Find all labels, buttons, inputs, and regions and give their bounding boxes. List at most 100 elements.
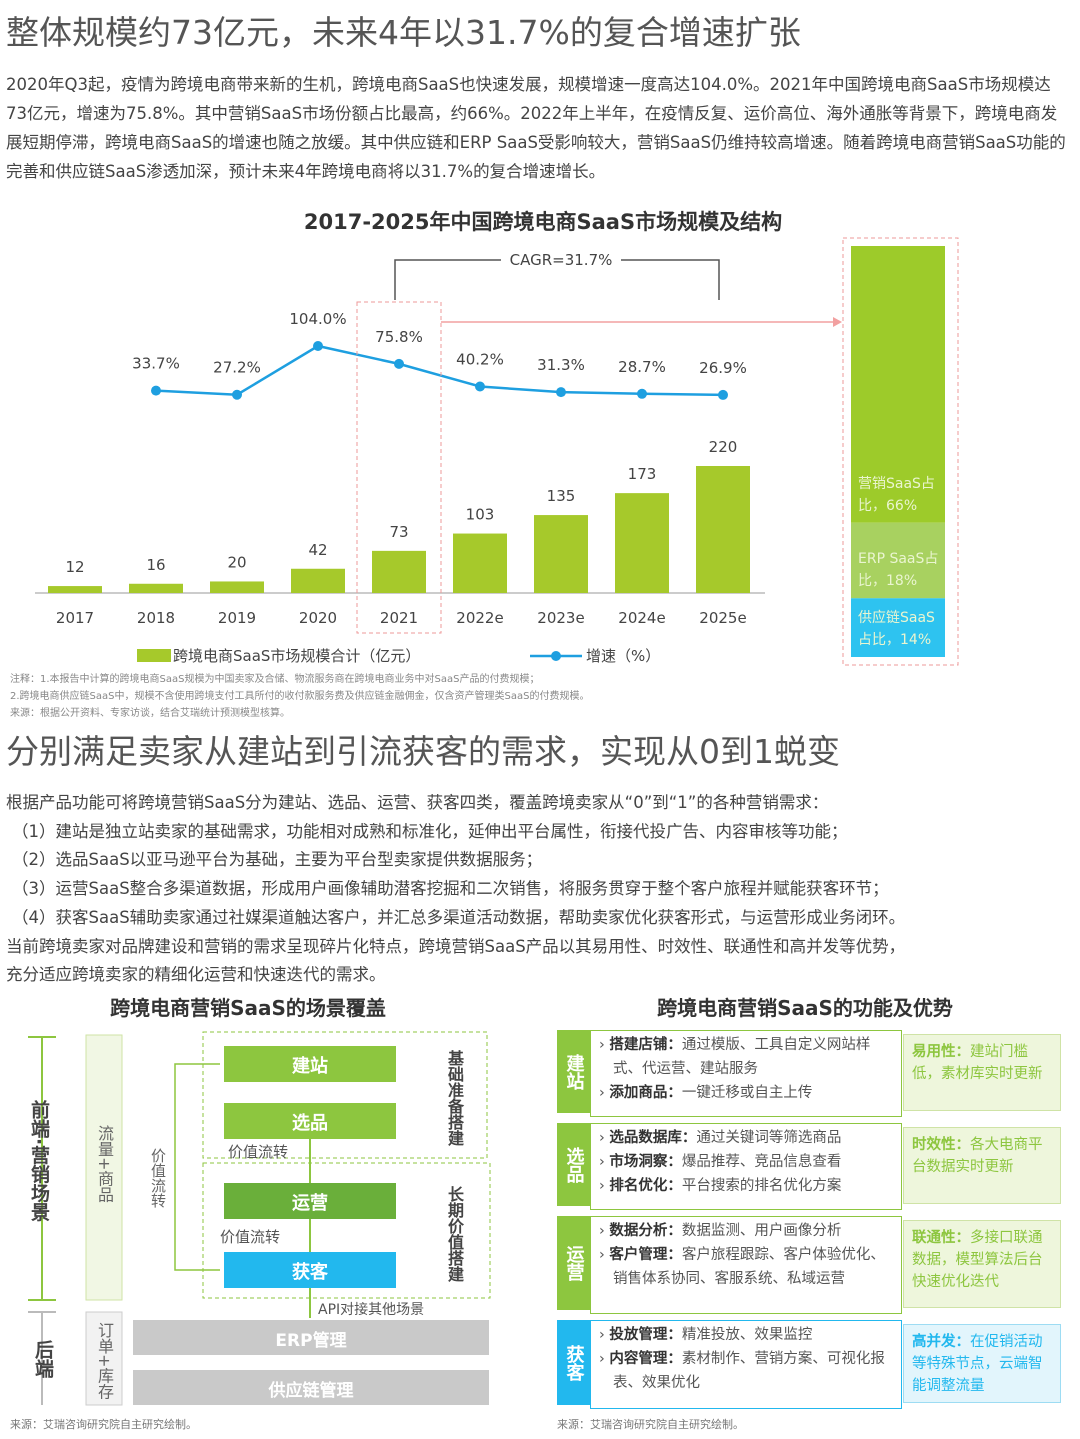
bar-label: 173 [628,465,657,483]
structure-segment [851,246,945,523]
advantage-term: 联通性： [912,1230,970,1246]
x-tick-label: 2023e [537,609,584,627]
feature-term: 排名优化： [609,1178,682,1194]
bar [291,568,345,593]
growth-label: 26.9% [699,359,747,377]
x-tick-label: 2021 [380,609,418,627]
advantage-text: 在促销活动等特殊节点，云端智能调整流量 [912,1334,1043,1394]
bar [453,533,507,593]
feature-text: 一键迁移或自主上传 [681,1085,813,1101]
paragraph-line: （2）选品SaaS以亚马逊平台为基础，主要为平台型卖家提供数据服务； [12,850,543,870]
advantage-cell: 易用性：建站门槛低，素材库实时更新 [903,1034,1061,1111]
bar-label: 16 [146,556,165,574]
flow-note: 价值流转 [220,1228,281,1246]
bar-label: 42 [308,541,327,559]
legend-swatch [551,651,561,661]
paragraph-line: （3）运营SaaS整合多渠道数据，形成用户画像辅助潜客挖掘和二次销售，将服务贯穿… [12,879,889,899]
x-tick-label: 2024e [618,609,665,627]
note: 注释：1.本报告中计算的跨境电商SaaS规模为中国卖家及合储、物流服务商在跨境电… [10,674,540,685]
advantage-text: 多接口联通数据，模型算法后台快速优化迭代 [912,1230,1043,1290]
structure-label: ERP SaaS占比，18% [858,551,939,590]
feature-text: 素材制作、营销方案、可视化报表、效果优化 [613,1351,885,1391]
feature-item: › 搭建店铺：通过模版、工具自定义网站样式、代运营、建站服务 [599,1037,871,1077]
pointer-head [833,317,842,327]
growth-label: 40.2% [456,350,504,368]
growth-label: 104.0% [289,310,346,328]
bar [615,493,669,593]
growth-label: 28.7% [618,358,666,376]
feature-item: › 客户管理：客户旅程跟踪、客户体验优化、销售体系协同、客服系统、私域运营 [599,1247,885,1287]
feature-text: 数据监测、用户画像分析 [681,1223,842,1239]
legend-swatch [137,649,171,662]
growth-label: 75.8% [375,328,423,346]
feature-text: 精准投放、效果监控 [681,1327,813,1343]
feature-text: 平台搜索的排名优化方案 [681,1178,842,1194]
x-tick-label: 2017 [56,609,94,627]
advantage-term: 高并发： [912,1334,970,1350]
bar-label: 73 [389,523,408,541]
paragraph: 2020年Q3起，疫情为跨境电商带来新的生机，跨境电商SaaS也快速发展，规模增… [6,75,1066,181]
x-tick-label: 2019 [218,609,256,627]
feature-term: 市场洞察： [609,1154,682,1170]
bar [129,583,183,593]
paragraph-line: （1）建站是独立站卖家的基础需求，功能相对成熟和标准化，延伸出平台属性，衔接代投… [12,821,848,841]
structure-segment [851,598,945,657]
bar-label: 135 [547,487,576,505]
note: 来源：根据公开资料、专家访谈，结合艾瑞统计预测模型核算。 [10,708,290,719]
growth-point [313,341,323,351]
structure-label: 供应链SaaS占比，14% [858,610,935,648]
paragraph-line: （4）获客SaaS辅助卖家通过社媒渠道触达客户，并汇总多渠道活动数据，帮助卖家优… [12,907,906,927]
structure-label: 营销SaaS占比，66% [858,475,935,514]
growth-point [475,381,485,392]
feature-item: › 数据分析：数据监测、用户画像分析 [599,1223,842,1239]
content-cell: › 选品数据库：通过关键词等筛选商品 › 市场洞察：爆品推荐、竞品信息查看 › 排名… [590,1123,902,1210]
category-cell: 建站 [557,1030,590,1113]
feature-term: 搭建店铺： [609,1037,682,1053]
frontend-label: 前端·营销场景 [28,1100,50,1222]
bar [696,466,750,593]
growth-point [394,358,404,369]
source: 来源：艾瑞咨询研究院自主研究绘制。 [10,1418,197,1431]
flow-label: 流量+商品 [95,1125,114,1203]
feature-term: 投放管理： [609,1327,682,1343]
growth-label: 31.3% [537,356,585,374]
structure-box [842,237,959,666]
growth-point [232,389,242,400]
feature-text: 通过关键词等筛选商品 [696,1130,842,1146]
feature-text: 通过模版、工具自定义网站样式、代运营、建站服务 [613,1037,871,1077]
feature-item: › 内容管理：素材制作、营销方案、可视化报表、效果优化 [599,1351,885,1391]
bar-label: 103 [466,506,495,524]
heading: 分别满足卖家从建站到引流获客的需求，实现从0到1蜕变 [6,732,840,771]
side-flow: 价值流转 [149,1148,167,1208]
growth-label: 27.2% [213,359,261,377]
api-note: API对接其他场景 [318,1302,425,1318]
highlight-box [356,301,442,634]
heading: 整体规模约73亿元，未来4年以31.7%的复合增速扩张 [6,13,801,52]
stage: 选品 [292,1113,328,1134]
x-tick-label: 2020 [299,609,337,627]
x-tick-label: 2022e [456,609,503,627]
content-cell: › 投放管理：精准投放、效果监控 › 内容管理：素材制作、营销方案、可视化报表、效… [590,1320,902,1409]
feature-term: 选品数据库： [609,1130,697,1146]
bar [534,515,588,593]
bar [210,581,264,593]
paragraph: 根据产品功能可将跨境营销SaaS分为建站、选品、运营、获客四类，覆盖跨境卖家从“… [6,789,1080,990]
legend-label: 增速（%） [586,647,660,665]
feature-item: › 添加商品：一键迁移或自主上传 [599,1085,813,1101]
note: 2.跨境电商供应链SaaS中，规模不含使用跨境支付工具所付的收付款服务费及供应链… [10,691,590,702]
advantage-text: 各大电商平台数据实时更新 [912,1137,1043,1175]
feature-text: 爆品推荐、竞品信息查看 [681,1154,842,1170]
bar [48,586,102,593]
diagram-shapes [28,1031,491,1406]
growth-label: 33.7% [132,355,180,373]
x-tick-label: 2018 [137,609,175,627]
diagram-title: 跨境电商营销SaaS的场景覆盖 [110,996,386,1020]
cagr-bracket [394,259,720,300]
growth-point [718,389,728,400]
bar-label: 20 [227,553,246,571]
category-cell: 选品 [557,1123,590,1206]
growth-line [155,344,724,397]
feature-text: 客户旅程跟踪、客户体验优化、销售体系协同、客服系统、私域运营 [613,1247,885,1287]
group-label: 长期价值搭建 [445,1186,464,1282]
